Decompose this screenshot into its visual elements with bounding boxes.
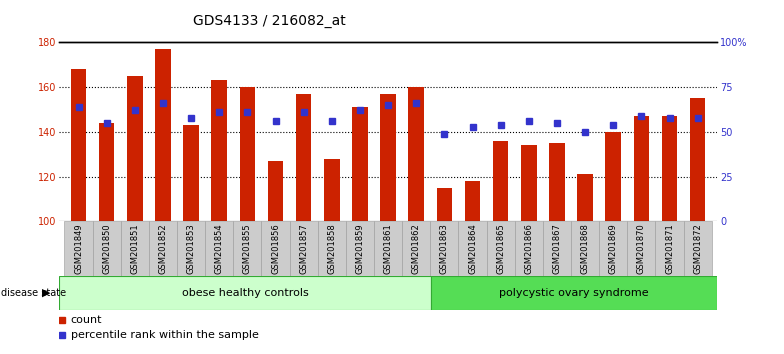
Text: GSM201862: GSM201862 [412,223,421,274]
Bar [93,221,121,276]
Text: polycystic ovary syndrome: polycystic ovary syndrome [499,288,649,298]
Bar [605,132,621,221]
Text: GDS4133 / 216082_at: GDS4133 / 216082_at [193,14,346,28]
Bar [149,221,177,276]
Bar [380,94,396,221]
Bar [352,107,368,221]
Bar [459,221,487,276]
Text: GSM201861: GSM201861 [383,223,393,274]
Bar [99,123,114,221]
Bar [430,221,459,276]
Bar [633,116,649,221]
Bar [487,221,515,276]
Bar [437,188,452,221]
Text: GSM201854: GSM201854 [215,223,223,274]
Text: percentile rank within the sample: percentile rank within the sample [71,330,259,340]
Text: GSM201870: GSM201870 [637,223,646,274]
Bar [127,76,143,221]
Bar [577,174,593,221]
Text: GSM201865: GSM201865 [496,223,505,274]
Text: GSM201855: GSM201855 [243,223,252,274]
Bar [543,221,571,276]
Bar [655,221,684,276]
Bar [155,49,171,221]
Bar [318,221,346,276]
Bar [599,221,627,276]
Bar [515,221,543,276]
Bar [431,276,717,310]
Bar [212,80,227,221]
Bar [402,221,430,276]
Text: count: count [71,315,102,325]
Text: GSM201859: GSM201859 [355,223,365,274]
Bar [324,159,339,221]
Text: GSM201869: GSM201869 [608,223,618,274]
Bar [71,69,86,221]
Text: GSM201857: GSM201857 [299,223,308,274]
Bar [59,276,431,310]
Bar [296,94,311,221]
Text: GSM201853: GSM201853 [187,223,195,274]
Bar [346,221,374,276]
Bar [64,221,93,276]
Text: GSM201866: GSM201866 [524,223,533,274]
Bar [521,145,536,221]
Bar [234,221,261,276]
Text: GSM201872: GSM201872 [693,223,702,274]
Text: GSM201849: GSM201849 [74,223,83,274]
Bar [205,221,234,276]
Bar [684,221,712,276]
Text: obese healthy controls: obese healthy controls [182,288,308,298]
Bar [121,221,149,276]
Bar [268,161,283,221]
Text: GSM201868: GSM201868 [581,223,590,274]
Text: GSM201852: GSM201852 [158,223,168,274]
Bar [183,125,199,221]
Bar [289,221,318,276]
Bar [408,87,424,221]
Text: GSM201851: GSM201851 [130,223,140,274]
Bar [465,181,481,221]
Bar [493,141,508,221]
Text: GSM201871: GSM201871 [665,223,674,274]
Text: GSM201856: GSM201856 [271,223,280,274]
Bar [627,221,655,276]
Bar [571,221,599,276]
Text: GSM201864: GSM201864 [468,223,477,274]
Bar [240,87,255,221]
Bar [374,221,402,276]
Bar [550,143,564,221]
Text: GSM201867: GSM201867 [553,223,561,274]
Bar [261,221,289,276]
Text: disease state: disease state [1,288,66,298]
Text: GSM201863: GSM201863 [440,223,449,274]
Text: ▶: ▶ [42,288,51,298]
Text: GSM201850: GSM201850 [102,223,111,274]
Bar [177,221,205,276]
Text: GSM201858: GSM201858 [327,223,336,274]
Bar [662,116,677,221]
Bar [690,98,706,221]
